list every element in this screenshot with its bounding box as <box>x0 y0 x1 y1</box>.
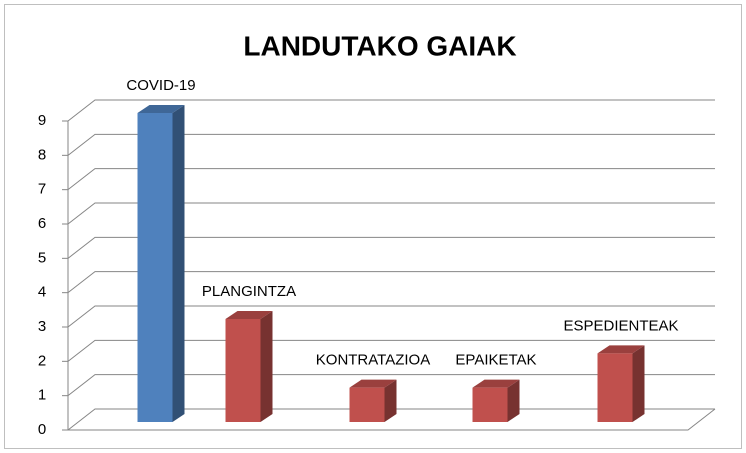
y-tick-label: 2 <box>38 352 46 369</box>
grid-line <box>67 374 715 397</box>
category-label: EPAIKETAK <box>455 352 536 369</box>
bar-front <box>597 353 633 422</box>
y-tick-label: 9 <box>38 112 46 129</box>
bar <box>597 345 645 422</box>
bar-top <box>225 311 273 319</box>
y-tick-label: 0 <box>38 421 46 438</box>
bar-side <box>632 345 645 422</box>
bar-top <box>472 379 520 388</box>
bar-side <box>384 379 397 422</box>
grid-line <box>67 168 715 191</box>
category-label: ESPEDIENTEAK <box>563 317 678 334</box>
bar-side <box>172 105 185 422</box>
bar <box>137 105 185 422</box>
y-tick-label: 7 <box>38 181 46 198</box>
bar-front <box>472 387 508 422</box>
grid-line <box>67 271 715 294</box>
grid-line <box>67 99 715 122</box>
bar-top <box>349 379 397 388</box>
chart-title: LANDUTAKO GAIAK <box>243 30 516 61</box>
grid-line <box>67 339 715 362</box>
y-tick-label: 8 <box>38 146 46 163</box>
y-tick-label: 5 <box>38 249 46 266</box>
bar-front <box>137 113 173 422</box>
grid-line <box>67 202 715 225</box>
grid-line <box>67 305 715 328</box>
y-tick-label: 1 <box>38 387 46 404</box>
y-tick-label: 4 <box>38 284 46 301</box>
category-label: PLANGINTZA <box>202 283 296 300</box>
y-tick-label: 3 <box>38 318 46 335</box>
grid-line <box>67 133 715 156</box>
bar-top <box>137 105 185 113</box>
bar-front <box>349 387 385 422</box>
grid-line <box>67 236 715 259</box>
category-label: COVID-19 <box>126 77 195 94</box>
bar <box>349 379 397 422</box>
bar-front <box>225 319 261 422</box>
bar <box>472 379 520 422</box>
bar <box>225 311 273 422</box>
bar-top <box>597 345 645 354</box>
floor <box>68 408 716 431</box>
y-tick-label: 6 <box>38 215 46 232</box>
category-label: KONTRATAZIOA <box>316 352 430 369</box>
bar-side <box>507 379 520 422</box>
bar-side <box>260 311 273 422</box>
